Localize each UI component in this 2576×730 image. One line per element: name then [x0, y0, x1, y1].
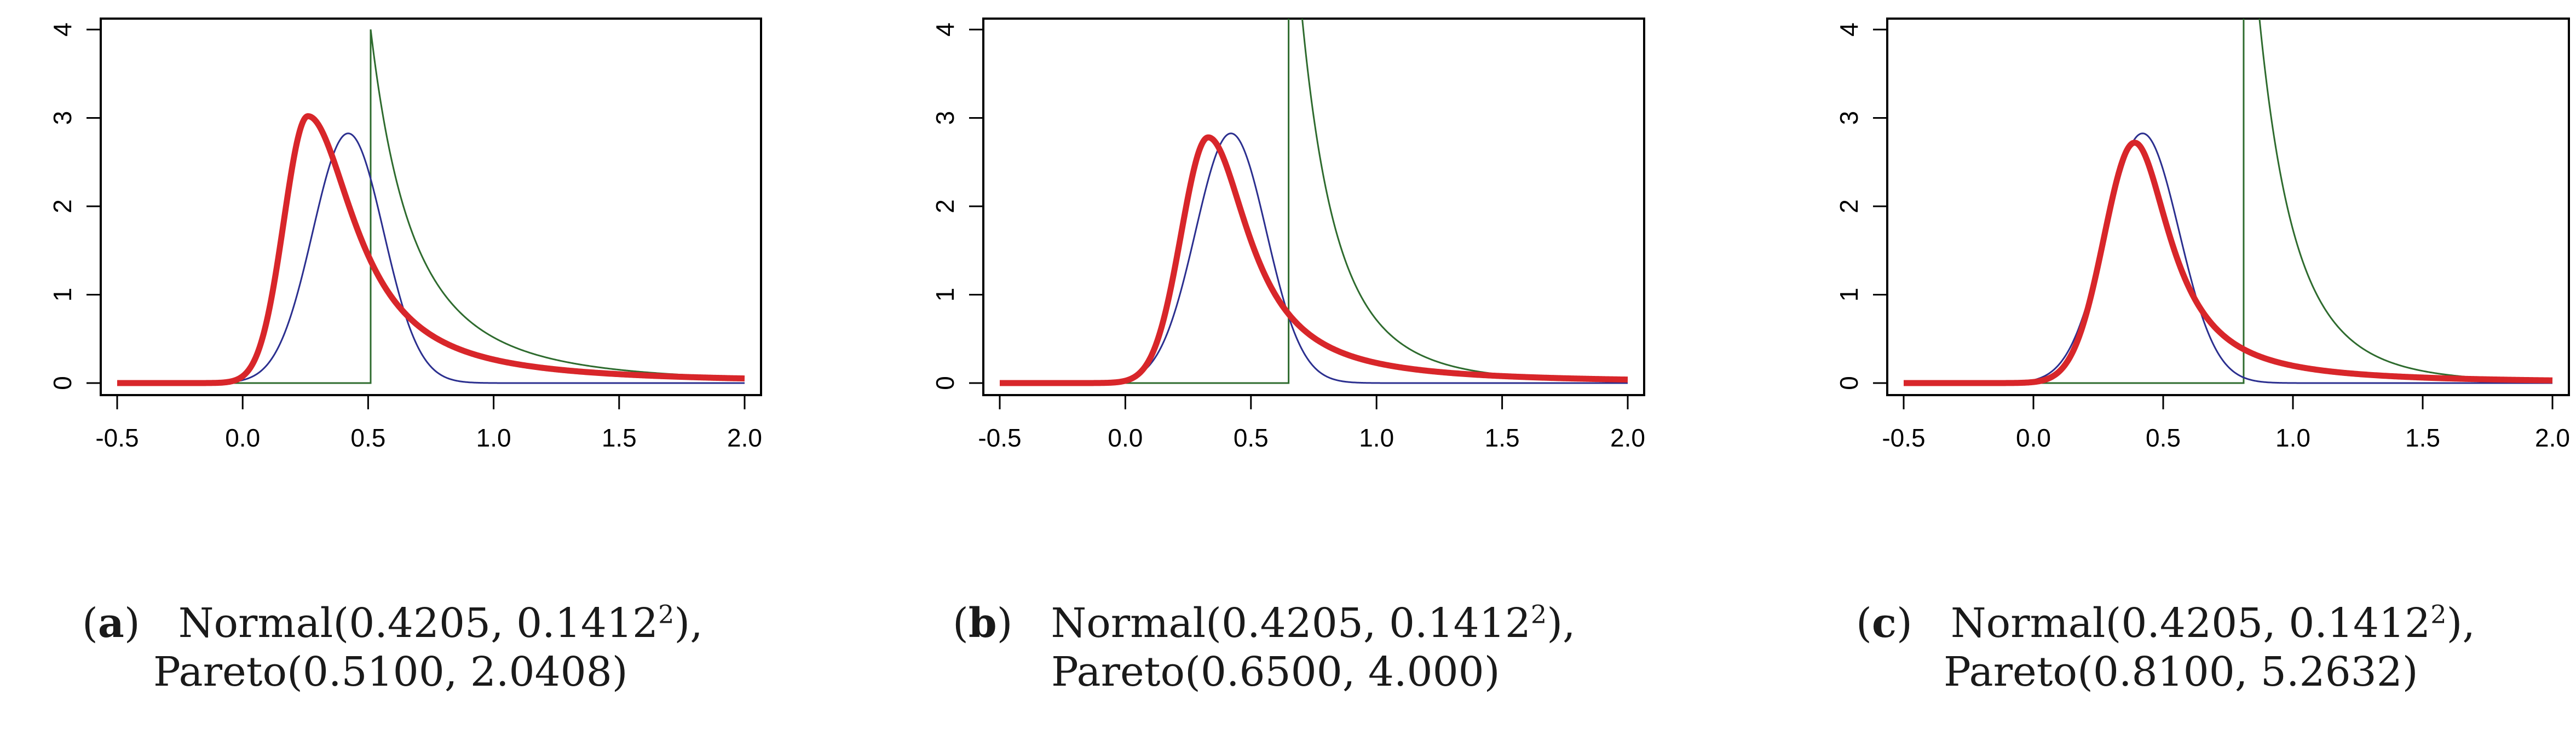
caption-a-normal-end: ),: [674, 600, 703, 647]
normal-density-line-a: [117, 132, 745, 384]
panel-label-b: b: [968, 600, 997, 647]
x-tick-label-b-3: 1.0: [1359, 424, 1394, 452]
x-tick-label-b-4: 1.5: [1485, 424, 1520, 452]
x-tick-label-b-5: 2.0: [1610, 424, 1645, 452]
caption-c-normal-end: ),: [2446, 600, 2475, 647]
caption-b-normal: Normal(0.4205, 0.1412: [1051, 600, 1531, 647]
y-tick-label-b-4: 4: [931, 22, 959, 37]
caption-a-sup: 2: [658, 599, 675, 629]
caption-b-pareto: Pareto(0.6500, 4.000): [1051, 648, 1500, 696]
pareto-density-line-a: [117, 29, 745, 384]
pareto-density-line-c: [1904, 19, 2552, 384]
x-tick-label-c-5: 2.0: [2535, 424, 2570, 452]
caption-c-normal: Normal(0.4205, 0.1412: [1950, 600, 2431, 647]
mixture-density-line-c: [1901, 140, 2555, 386]
x-tick-label-a-5: 2.0: [727, 424, 762, 452]
y-tick-label-c-4: 4: [1835, 22, 1863, 37]
x-tick-label-b-1: 0.0: [1108, 424, 1143, 452]
mixture-density-line-a: [115, 113, 747, 386]
x-tick-label-a-3: 1.0: [476, 424, 511, 452]
x-tick-label-b-2: 0.5: [1234, 424, 1269, 452]
y-tick-label-a-4: 4: [48, 22, 77, 37]
panel-label-c: c: [1871, 600, 1897, 647]
y-tick-label-b-3: 3: [931, 111, 959, 125]
caption-b-sup: 2: [1530, 599, 1547, 629]
caption-a-pareto: Pareto(0.5100, 2.0408): [153, 648, 628, 696]
caption-b-normal-end: ),: [1547, 600, 1576, 647]
caption-c-pareto: Pareto(0.8100, 5.2632): [1944, 648, 2418, 696]
y-tick-label-c-1: 1: [1835, 288, 1863, 302]
caption-b: (b) Normal(0.4205, 0.14122), Pareto(0.650…: [953, 599, 1576, 696]
x-tick-label-b-0: -0.5: [978, 424, 1021, 452]
y-tick-label-b-0: 0: [931, 376, 959, 390]
x-tick-label-c-4: 1.5: [2405, 424, 2440, 452]
x-tick-label-c-0: -0.5: [1882, 424, 1925, 452]
panel-label-a: a: [97, 600, 124, 647]
y-tick-label-c-3: 3: [1835, 111, 1863, 125]
y-tick-label-a-2: 2: [48, 199, 77, 213]
caption-a: (a) Normal(0.4205, 0.14122), Pareto(0.510…: [82, 599, 703, 696]
normal-density-line-b: [1000, 132, 1628, 384]
caption-a-normal: Normal(0.4205, 0.1412: [178, 600, 659, 647]
caption-c: (c) Normal(0.4205, 0.14122), Pareto(0.810…: [1856, 599, 2475, 696]
x-tick-label-a-1: 0.0: [225, 424, 260, 452]
y-tick-label-b-2: 2: [931, 199, 959, 213]
plot-frame-a: [100, 18, 762, 396]
mixture-density-line-b: [998, 134, 1630, 386]
x-tick-label-a-2: 0.5: [350, 424, 385, 452]
x-tick-label-c-1: 0.0: [2016, 424, 2051, 452]
y-tick-label-b-1: 1: [931, 288, 959, 302]
y-tick-label-a-0: 0: [48, 376, 77, 390]
pareto-density-line-b: [1000, 19, 1628, 384]
y-tick-label-a-3: 3: [48, 111, 77, 125]
x-tick-label-a-0: -0.5: [95, 424, 139, 452]
normal-density-line-c: [1904, 132, 2552, 384]
x-tick-label-c-3: 1.0: [2275, 424, 2310, 452]
x-tick-label-a-4: 1.5: [602, 424, 637, 452]
y-tick-label-c-0: 0: [1835, 376, 1863, 390]
caption-c-sup: 2: [2430, 599, 2447, 629]
y-tick-label-c-2: 2: [1835, 199, 1863, 213]
x-tick-label-c-2: 0.5: [2146, 424, 2181, 452]
y-tick-label-a-1: 1: [48, 288, 77, 302]
